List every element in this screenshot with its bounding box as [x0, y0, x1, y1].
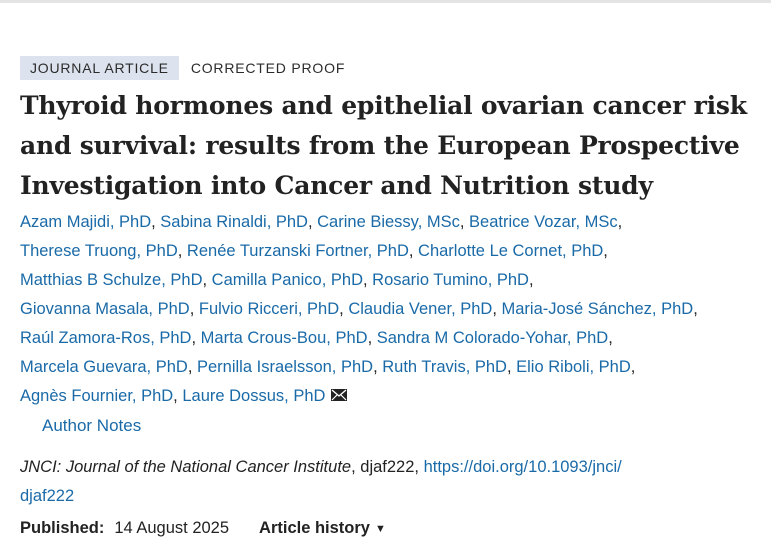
author-separator: ,	[187, 358, 197, 376]
author-separator: ,	[608, 329, 613, 347]
author-link[interactable]: Sabina Rinaldi, PhD	[160, 213, 308, 231]
author-separator: ,	[603, 242, 608, 260]
article-history-label[interactable]: Article history	[259, 519, 370, 537]
author-separator: ,	[506, 358, 517, 376]
author-link[interactable]: Fulvio Ricceri, PhD	[198, 300, 340, 318]
caret-down-icon[interactable]: ▼	[374, 523, 386, 535]
author-separator: ,	[177, 242, 187, 260]
author-link[interactable]: Maria-José Sánchez, PhD	[501, 300, 694, 318]
citation: JNCI: Journal of the National Cancer Ins…	[20, 453, 750, 511]
doi-link[interactable]: https://doi.org/10.1093/jnci/djaf222	[20, 458, 622, 505]
article-title: Thyroid hormones and epithelial ovarian …	[20, 91, 747, 200]
author-separator: ,	[492, 300, 502, 318]
author-link[interactable]: Therese Truong, PhD	[20, 242, 178, 260]
article-header: JOURNAL ARTICLE CORRECTED PROOF Thyroid …	[20, 56, 750, 541]
author-link[interactable]: Sandra M Colorado-Yohar, PhD	[376, 329, 609, 347]
author-link[interactable]: Marcela Guevara, PhD	[20, 358, 188, 376]
author-link[interactable]: Charlotte Le Cornet, PhD	[418, 242, 604, 260]
journal-name: JNCI: Journal of the National Cancer Ins…	[20, 458, 352, 476]
author-separator: ,	[151, 213, 161, 231]
author-separator: ,	[339, 300, 349, 318]
author-separator: ,	[307, 213, 318, 231]
author-link[interactable]: Marta Crous-Bou, PhD	[200, 329, 368, 347]
author-link[interactable]: Raúl Zamora-Ros, PhD	[20, 329, 192, 347]
author-link[interactable]: Matthias B Schulze, PhD	[20, 271, 203, 289]
author-list: Azam Majidi, PhD, Sabina Rinaldi, PhD, C…	[20, 208, 750, 411]
author-link[interactable]: Laure Dossus, PhD	[182, 387, 326, 405]
envelope-icon[interactable]	[331, 388, 348, 401]
article-badges: JOURNAL ARTICLE CORRECTED PROOF	[20, 56, 750, 80]
author-link[interactable]: Agnès Fournier, PhD	[20, 387, 174, 405]
author-separator: ,	[189, 300, 199, 318]
author-separator: ,	[459, 213, 470, 231]
article-history-toggle[interactable]: Article history ▼	[259, 515, 386, 541]
publication-info: Published: 14 August 2025 Article histor…	[20, 515, 750, 541]
author-link[interactable]: Ruth Travis, PhD	[382, 358, 507, 376]
author-link[interactable]: Giovanna Masala, PhD	[20, 300, 190, 318]
author-link[interactable]: Pernilla Israelsson, PhD	[197, 358, 374, 376]
author-separator: ,	[362, 271, 373, 289]
article-type-badge: JOURNAL ARTICLE	[20, 56, 179, 80]
author-link[interactable]: Camilla Panico, PhD	[211, 271, 363, 289]
author-separator: ,	[202, 271, 212, 289]
author-separator: ,	[373, 358, 383, 376]
author-separator: ,	[528, 271, 534, 289]
published-label: Published:	[20, 519, 105, 537]
author-separator: ,	[173, 387, 183, 405]
author-link[interactable]: Carine Biessy, MSc	[317, 213, 460, 231]
author-separator: ,	[630, 358, 636, 376]
author-separator: ,	[617, 213, 623, 231]
author-link[interactable]: Rosario Tumino, PhD	[372, 271, 529, 289]
author-separator: ,	[693, 300, 698, 318]
author-link[interactable]: Azam Majidi, PhD	[20, 213, 152, 231]
article-status-badge: CORRECTED PROOF	[190, 60, 346, 76]
doi-link-part1[interactable]: https://doi.org/10.1093/jnci/	[423, 458, 622, 476]
author-link[interactable]: Claudia Vener, PhD	[348, 300, 493, 318]
top-border	[0, 0, 771, 3]
published-date: 14 August 2025	[114, 519, 230, 537]
author-link[interactable]: Beatrice Vozar, MSc	[469, 213, 618, 231]
article-id: , djaf222,	[351, 458, 424, 476]
author-link[interactable]: Elio Riboli, PhD	[516, 358, 631, 376]
author-separator: ,	[191, 329, 201, 347]
author-separator: ,	[367, 329, 377, 347]
doi-link-part2[interactable]: djaf222	[20, 487, 75, 505]
author-separator: ,	[408, 242, 419, 260]
author-notes-link[interactable]: Author Notes	[42, 416, 142, 435]
author-link[interactable]: Renée Turzanski Fortner, PhD	[186, 242, 409, 260]
